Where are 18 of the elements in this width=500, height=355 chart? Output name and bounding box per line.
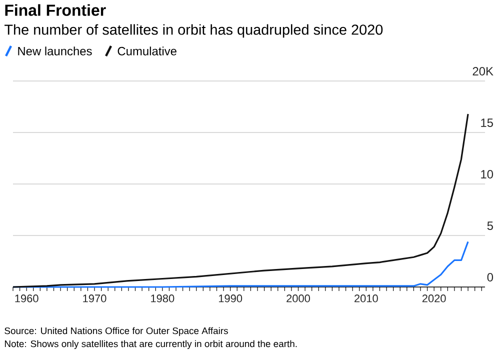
chart-title: Final Frontier [5,4,106,16]
x-tick-label: 1990 [218,294,242,302]
x-tick-label: 2000 [286,294,310,302]
x-tick-label: 1960 [15,294,38,302]
y-tick-label: 20K [472,67,494,76]
x-tick-label: 2020 [422,294,446,302]
text: Note: Shows only satellites that are currently in orbit around the earth. [4,340,297,350]
source-note: Source: United Nations Office for Outer Space Affairs [4,327,228,336]
y-tick-label: 15 [481,118,493,127]
chart-subtitle: The number of satellites in orbit has quadrupled since 2020 [4,24,383,38]
y-tick-label: 5 [487,222,493,230]
legend-label: Cumulative [118,46,176,56]
legend-label: New launches [18,46,92,56]
y-tick-label: 10 [481,170,494,178]
y-tick-label: 0 [487,273,494,282]
x-tick-label: 1980 [151,294,174,302]
x-tick-label: 1970 [83,294,106,302]
x-tick-label: 2010 [354,294,378,302]
